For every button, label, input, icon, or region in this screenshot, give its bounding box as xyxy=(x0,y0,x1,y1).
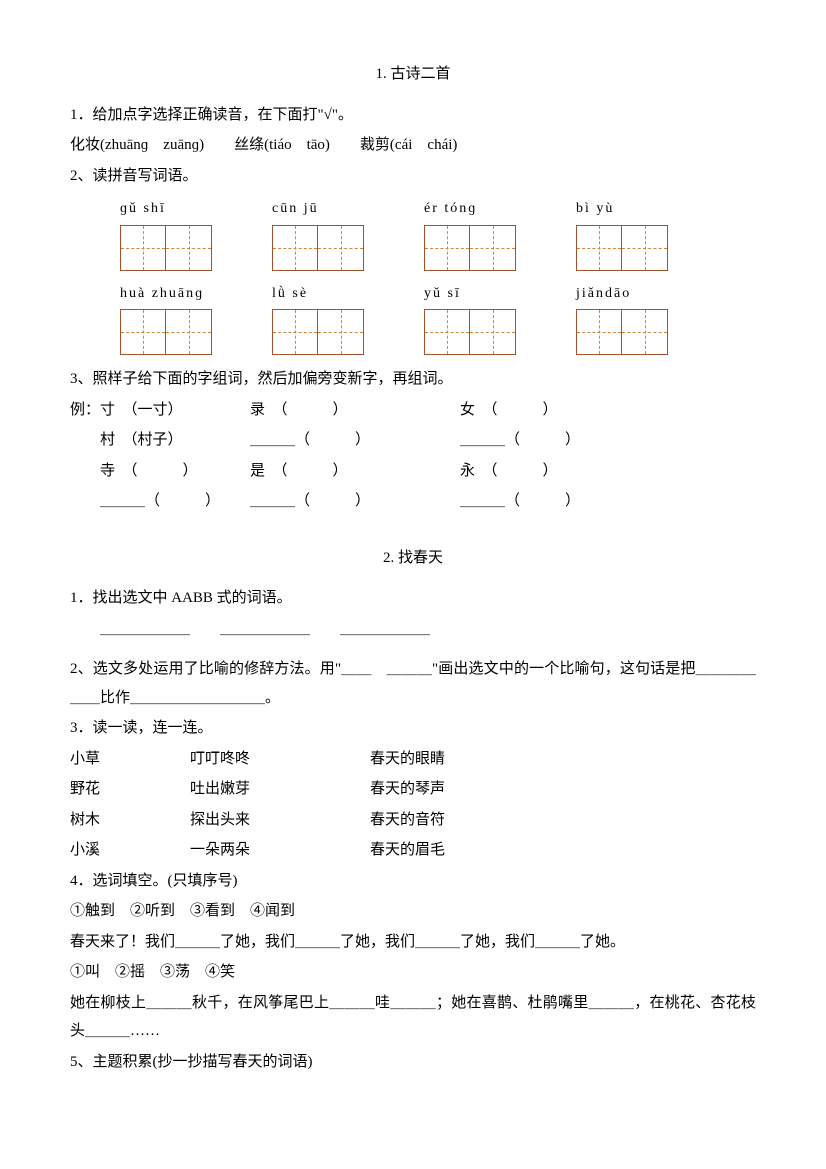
tianzi-row-2: huà zhuānɡ lǜ sè yǔ sī jiǎndāo xyxy=(120,281,756,356)
pinyin-label: huà zhuānɡ xyxy=(120,281,204,308)
tianzi-cell[interactable] xyxy=(318,309,364,355)
tianzi-cell[interactable] xyxy=(272,309,318,355)
tianzi-cell[interactable] xyxy=(166,309,212,355)
box-group: lǜ sè xyxy=(272,281,364,356)
s2-q1-blanks[interactable]: ＿＿＿＿＿＿ ＿＿＿＿＿＿ ＿＿＿＿＿＿ xyxy=(100,615,756,644)
tianzi-cell[interactable] xyxy=(120,309,166,355)
tianzi-cell[interactable] xyxy=(576,309,622,355)
pinyin-label: yǔ sī xyxy=(424,281,461,308)
example-row: ＿＿＿（ ） ＿＿＿（ ） ＿＿＿（ ） xyxy=(70,487,756,516)
ex-cell: ＿＿＿（ ） xyxy=(250,426,460,455)
match-row: 小草 叮叮咚咚 春天的眼睛 xyxy=(70,745,756,774)
match-cell: 树木 xyxy=(70,806,190,835)
pinyin-label: jiǎndāo xyxy=(576,281,631,308)
match-cell: 探出头来 xyxy=(190,806,370,835)
q1-content: 化妆(zhuānɡ zuānɡ) 丝绦(tiáo tāo) 裁剪(cái chá… xyxy=(70,131,756,160)
box-group: yǔ sī xyxy=(424,281,516,356)
q1-prompt: 1．给加点字选择正确读音，在下面打"√"。 xyxy=(70,101,756,130)
ex-cell: ＿＿＿（ ） xyxy=(70,487,250,516)
pinyin-label: lǜ sè xyxy=(272,281,308,308)
tianzi-row-1: ɡǔ shī cūn jū ér tónɡ bì yù xyxy=(120,196,756,271)
match-row: 树木 探出头来 春天的音符 xyxy=(70,806,756,835)
match-cell: 野花 xyxy=(70,775,190,804)
pinyin-label: ér tónɡ xyxy=(424,196,477,223)
pinyin-label: bì yù xyxy=(576,196,614,223)
box-group: ér tónɡ xyxy=(424,196,516,271)
tianzi-cell[interactable] xyxy=(424,225,470,271)
example-row: 例：寸 （一寸） 录 （ ） 女 （ ） xyxy=(70,396,756,425)
pinyin-label: cūn jū xyxy=(272,196,319,223)
box-group: bì yù xyxy=(576,196,668,271)
ex-cell: ＿＿＿（ ） xyxy=(460,487,580,516)
tianzi-cell[interactable] xyxy=(622,225,668,271)
s2-q4-prompt: 4．选词填空。(只填序号) xyxy=(70,867,756,896)
s2-q4-sentence2: 她在柳枝上＿＿＿秋千，在风筝尾巴上＿＿＿哇＿＿＿；她在喜鹊、杜鹃嘴里＿＿＿，在桃… xyxy=(70,989,756,1046)
section-2-title: 2. 找春天 xyxy=(70,544,756,573)
match-cell: 春天的琴声 xyxy=(370,775,445,804)
match-cell: 吐出嫩芽 xyxy=(190,775,370,804)
tianzi-cell[interactable] xyxy=(622,309,668,355)
box-group: ɡǔ shī xyxy=(120,196,212,271)
match-cell: 春天的眉毛 xyxy=(370,836,445,865)
s2-q4-options1: ①触到 ②听到 ③看到 ④闻到 xyxy=(70,897,756,926)
ex-cell: 是 （ ） xyxy=(250,457,460,486)
box-group: huà zhuānɡ xyxy=(120,281,212,356)
s2-q2-prompt: 2、选文多处运用了比喻的修辞方法。用"＿＿ ＿＿＿"画出选文中的一个比喻句，这句… xyxy=(70,655,756,712)
example-row: 寺 （ ） 是 （ ） 永 （ ） xyxy=(70,457,756,486)
match-row: 小溪 一朵两朵 春天的眉毛 xyxy=(70,836,756,865)
section-1-title: 1. 古诗二首 xyxy=(70,60,756,89)
s2-q4-sentence1: 春天来了！我们＿＿＿了她，我们＿＿＿了她，我们＿＿＿了她，我们＿＿＿了她。 xyxy=(70,928,756,957)
tianzi-cell[interactable] xyxy=(576,225,622,271)
q3-prompt: 3、照样子给下面的字组词，然后加偏旁变新字，再组词。 xyxy=(70,365,756,394)
example-row: 村 （村子） ＿＿＿（ ） ＿＿＿（ ） xyxy=(70,426,756,455)
match-cell: 叮叮咚咚 xyxy=(190,745,370,774)
ex-cell: 录 （ ） xyxy=(250,396,460,425)
ex-cell: 例：寸 （一寸） xyxy=(70,396,250,425)
tianzi-cell[interactable] xyxy=(470,225,516,271)
tianzi-cell[interactable] xyxy=(272,225,318,271)
ex-cell: ＿＿＿（ ） xyxy=(460,426,580,455)
pinyin-label: ɡǔ shī xyxy=(120,196,166,223)
match-cell: 一朵两朵 xyxy=(190,836,370,865)
ex-cell: 村 （村子） xyxy=(70,426,250,455)
match-cell: 小溪 xyxy=(70,836,190,865)
ex-cell: 永 （ ） xyxy=(460,457,558,486)
match-row: 野花 吐出嫩芽 春天的琴声 xyxy=(70,775,756,804)
s2-q1-prompt: 1．找出选文中 AABB 式的词语。 xyxy=(70,584,756,613)
tianzi-cell[interactable] xyxy=(318,225,364,271)
ex-cell: 寺 （ ） xyxy=(70,457,250,486)
tianzi-cell[interactable] xyxy=(424,309,470,355)
q2-prompt: 2、读拼音写词语。 xyxy=(70,162,756,191)
match-cell: 春天的音符 xyxy=(370,806,445,835)
s2-q4-options2: ①叫 ②摇 ③荡 ④笑 xyxy=(70,958,756,987)
tianzi-cell[interactable] xyxy=(166,225,212,271)
box-group: jiǎndāo xyxy=(576,281,668,356)
box-group: cūn jū xyxy=(272,196,364,271)
ex-cell: ＿＿＿（ ） xyxy=(250,487,460,516)
match-cell: 小草 xyxy=(70,745,190,774)
s2-q5-prompt: 5、主题积累(抄一抄描写春天的词语) xyxy=(70,1048,756,1077)
match-cell: 春天的眼睛 xyxy=(370,745,445,774)
ex-cell: 女 （ ） xyxy=(460,396,558,425)
tianzi-cell[interactable] xyxy=(120,225,166,271)
s2-q3-prompt: 3．读一读，连一连。 xyxy=(70,714,756,743)
tianzi-cell[interactable] xyxy=(470,309,516,355)
